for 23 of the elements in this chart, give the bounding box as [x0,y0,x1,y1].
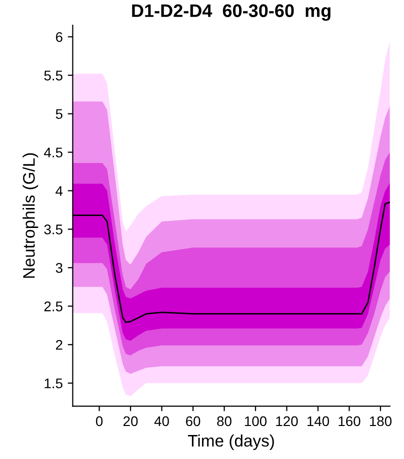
y-tick-label: 6 [56,32,62,42]
x-tick-label: 120 [276,416,298,426]
x-tick-label: 40 [154,416,169,426]
x-tick-label: 20 [124,416,138,426]
x-tick-label: 0 [96,416,103,426]
x-tick-label: 160 [338,416,360,426]
chart-title: D1-D2-D4 60-30-60 mg [132,4,330,21]
y-tick-label: 4.5 [44,148,62,158]
x-tick-label: 180 [370,416,392,426]
y-axis-title: Neutrophils (G/L) [22,153,38,278]
x-axis-title: Time (days) [188,434,274,450]
x-tick-label: 100 [244,416,267,426]
y-tick-label: 2 [56,340,62,350]
y-tick-label: 4 [56,186,63,196]
y-tick-label: 5.5 [44,70,62,80]
x-tick-label: 80 [217,416,232,426]
y-tick-label: 3 [56,263,62,273]
y-tick-label: 2.5 [44,301,62,312]
y-tick-label: 5 [56,109,62,119]
y-tick-label: 3.5 [44,224,62,234]
x-tick-label: 140 [307,416,330,426]
y-tick-label: 1.5 [44,378,62,388]
x-tick-label: 60 [186,416,200,426]
